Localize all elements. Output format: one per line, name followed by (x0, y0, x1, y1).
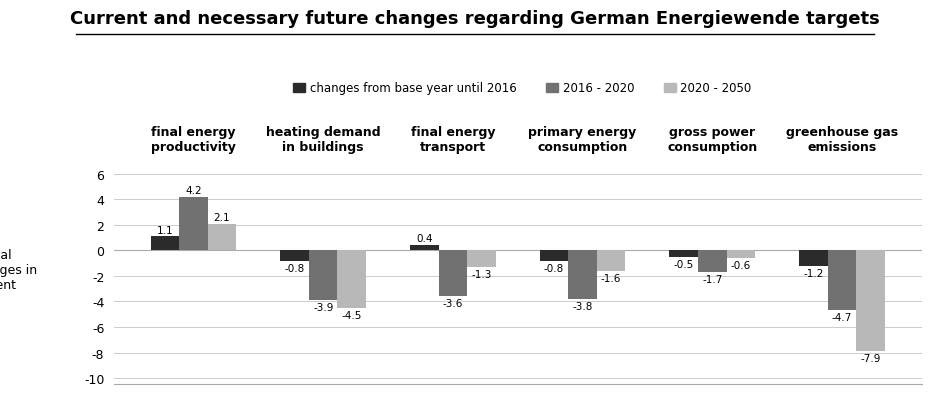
Text: -1.2: -1.2 (804, 268, 824, 278)
Text: annual
changes in
percent: annual changes in percent (0, 249, 37, 291)
Bar (670, 251, 698, 257)
Text: 0.4: 0.4 (416, 234, 432, 244)
Text: -1.7: -1.7 (702, 274, 723, 284)
Text: 1.1: 1.1 (157, 225, 173, 235)
Text: heating demand
in buildings: heating demand in buildings (266, 126, 381, 153)
Text: primary energy
consumption: primary energy consumption (528, 126, 636, 153)
Text: -3.9: -3.9 (313, 302, 333, 312)
Bar (568, 251, 597, 299)
Bar (799, 251, 827, 266)
Text: -3.6: -3.6 (443, 299, 463, 308)
Bar (467, 251, 496, 267)
Bar (439, 251, 467, 297)
Text: greenhouse gas
emissions: greenhouse gas emissions (786, 126, 898, 153)
Text: -0.8: -0.8 (285, 263, 305, 273)
Bar (280, 251, 309, 261)
Text: -7.9: -7.9 (861, 353, 881, 363)
Text: 4.2: 4.2 (185, 186, 201, 196)
Text: -1.3: -1.3 (471, 269, 491, 279)
Text: -4.5: -4.5 (342, 310, 362, 320)
Text: -0.8: -0.8 (544, 263, 564, 273)
Bar (309, 251, 337, 301)
Text: -1.6: -1.6 (601, 273, 621, 283)
Bar (597, 251, 625, 271)
Text: -3.8: -3.8 (573, 301, 593, 311)
Bar (540, 251, 568, 261)
Bar (410, 246, 439, 251)
Text: final energy
productivity: final energy productivity (151, 126, 236, 153)
Legend: changes from base year until 2016, 2016 - 2020, 2020 - 2050: changes from base year until 2016, 2016 … (289, 77, 756, 100)
Text: -0.5: -0.5 (674, 259, 694, 269)
Bar (856, 251, 884, 351)
Text: final energy
transport: final energy transport (410, 126, 495, 153)
Bar (827, 251, 856, 311)
Text: -0.6: -0.6 (731, 261, 751, 270)
Bar (151, 237, 180, 251)
Bar (180, 198, 208, 251)
Text: 2.1: 2.1 (214, 212, 230, 222)
Text: -4.7: -4.7 (832, 312, 852, 323)
Bar (727, 251, 755, 258)
Bar (698, 251, 727, 272)
Bar (208, 224, 237, 251)
Text: Current and necessary future changes regarding German Energiewende targets: Current and necessary future changes reg… (70, 10, 880, 28)
Bar (337, 251, 366, 308)
Text: gross power
consumption: gross power consumption (667, 126, 757, 153)
